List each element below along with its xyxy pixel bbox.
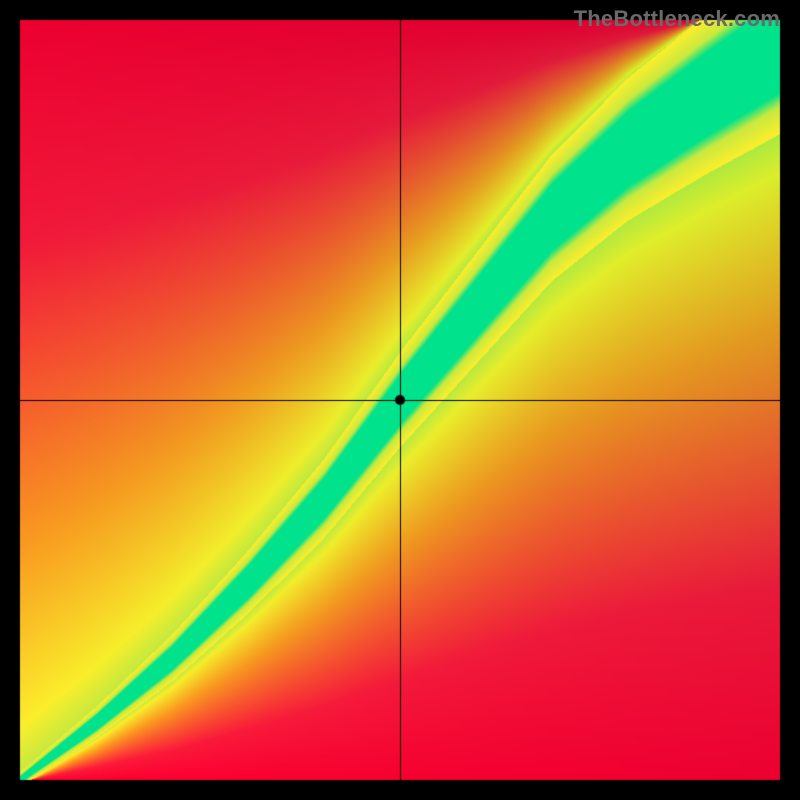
watermark-label: TheBottleneck.com <box>574 6 780 32</box>
chart-container: TheBottleneck.com <box>0 0 800 800</box>
bottleneck-heatmap <box>0 0 800 800</box>
